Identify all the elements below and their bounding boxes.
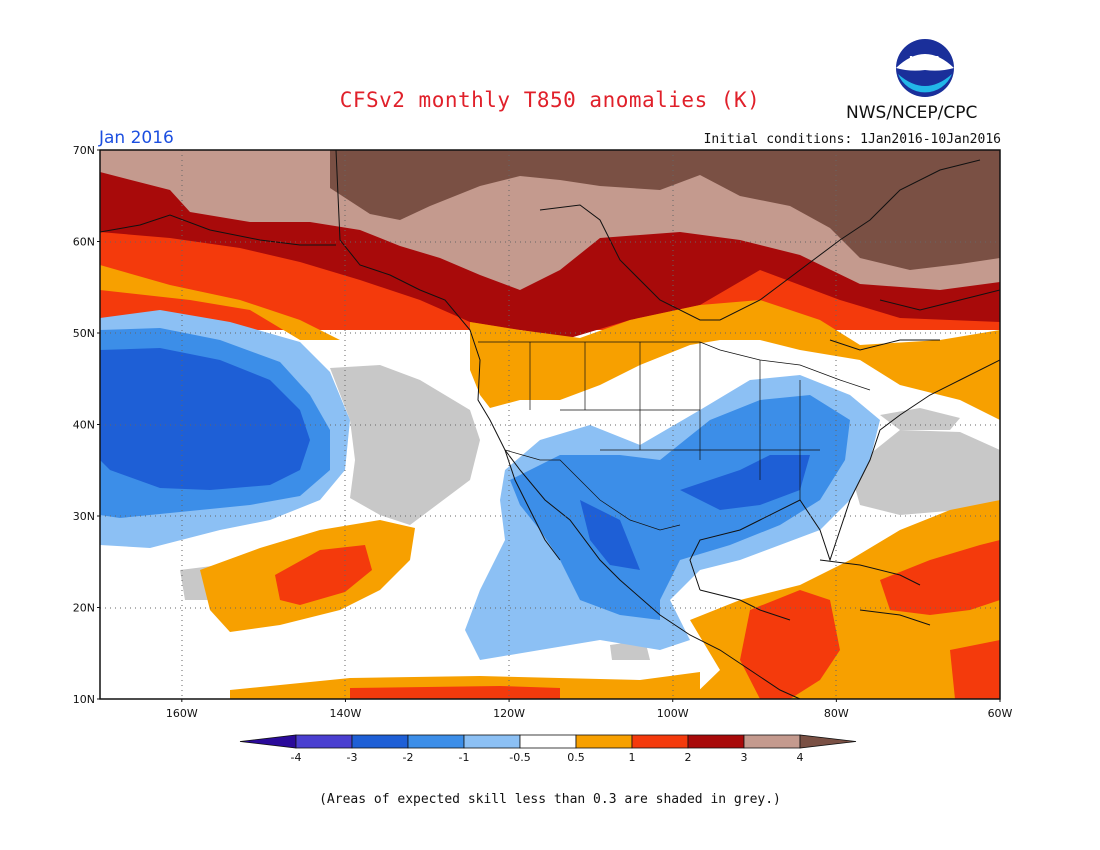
moderate-warm-conus <box>470 300 1000 420</box>
strong-warm-atlantic <box>880 540 1000 615</box>
moderate-warm-pacific <box>100 265 340 340</box>
lon-label: 60W <box>988 707 1013 720</box>
colorbar-segment <box>743 734 801 749</box>
lat-label: 70N <box>73 144 95 157</box>
colorbar-segment <box>687 734 745 749</box>
forecast-month: Jan 2016 <box>99 128 174 148</box>
lat-label: 50N <box>73 327 95 340</box>
latitude-labels: 70N 60N 50N 40N 30N 20N 10N <box>73 144 100 706</box>
graticule <box>100 150 1000 699</box>
organization-label: NWS/NCEP/CPC <box>846 103 978 123</box>
lon-label: 160W <box>166 707 198 720</box>
lat-label: 10N <box>73 693 95 706</box>
political-borders <box>478 341 871 531</box>
coastlines <box>100 150 1000 699</box>
colorbar-segment <box>295 734 353 749</box>
colorbar-segment <box>351 734 409 749</box>
noaa-logo-text: NOAA <box>909 55 941 66</box>
initial-conditions: Initial conditions: 1Jan2016-10Jan2016 <box>703 132 1001 147</box>
colorbar-tick-label: -4 <box>291 751 302 764</box>
lon-label: 120W <box>493 707 525 720</box>
colorbar-segment <box>407 734 465 749</box>
low-skill-atlantic <box>850 430 1000 515</box>
strong-warm-strip-tropical-pacific <box>350 686 560 699</box>
colorbar: -4 -3 -2 -1 -0.5 0.5 1 2 3 4 <box>239 734 857 764</box>
lon-label: 140W <box>330 707 362 720</box>
colorbar-tick-label: -3 <box>347 751 358 764</box>
low-skill-eastern-pacific <box>330 365 480 525</box>
lat-label: 60N <box>73 236 95 249</box>
colorbar-tick-label: -2 <box>403 751 414 764</box>
noaa-logo: NOAA <box>896 39 954 97</box>
cold-anomaly-conus-mid <box>510 395 850 620</box>
colorbar-arrow-high <box>799 734 857 749</box>
colorbar-segment <box>519 734 577 749</box>
colorbar-tick-label: 3 <box>741 751 748 764</box>
cold-anomaly-southeast-core <box>680 455 810 510</box>
strong-warm-subtropical-pacific <box>275 545 372 605</box>
colorbar-tick-label: 1 <box>629 751 636 764</box>
lat-label: 30N <box>73 510 95 523</box>
map-title: CFSv2 monthly T850 anomalies (K) <box>339 88 761 112</box>
colorbar-segment <box>631 734 689 749</box>
colorbar-tick-label: 0.5 <box>567 751 585 764</box>
strong-warm-central-america <box>740 590 840 699</box>
colorbar-tick-label: -1 <box>459 751 470 764</box>
lon-label: 80W <box>824 707 849 720</box>
lat-label: 20N <box>73 602 95 615</box>
warm-strip-tropical-pacific <box>230 672 700 699</box>
colorbar-segment <box>463 734 521 749</box>
colorbar-tick-label: 4 <box>797 751 804 764</box>
cold-anomaly-mexico-core <box>580 500 640 570</box>
colorbar-arrow-low <box>239 734 297 749</box>
colorbar-tick-label: 2 <box>685 751 692 764</box>
strong-warm-south-atlantic <box>950 640 1000 699</box>
colorbar-tick-label: -0.5 <box>509 751 530 764</box>
lon-label: 100W <box>657 707 689 720</box>
skill-footnote: (Areas of expected skill less than 0.3 a… <box>319 792 781 807</box>
colorbar-segment <box>575 734 633 749</box>
longitude-labels: 160W 140W 120W 100W 80W 60W <box>166 699 1013 720</box>
lat-label: 40N <box>73 419 95 432</box>
extreme-warm-band <box>330 150 1000 270</box>
cold-anomaly-pacific-core <box>100 348 310 490</box>
